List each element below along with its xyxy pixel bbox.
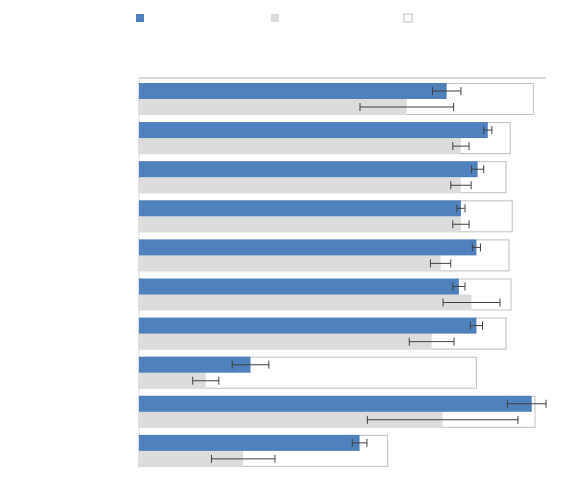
bar-blue-5 xyxy=(139,239,477,256)
bar-gray-5 xyxy=(139,255,441,272)
bar-blue-3 xyxy=(139,161,478,178)
bar-gray-7 xyxy=(139,333,432,350)
bar-blue-8 xyxy=(139,356,251,373)
bar-gray-4 xyxy=(139,216,461,233)
legend-swatch-3 xyxy=(403,13,413,23)
bar-blue-4 xyxy=(139,200,461,217)
bar-blue-9 xyxy=(139,395,532,412)
bar-gray-3 xyxy=(139,177,461,194)
bar-blue-7 xyxy=(139,317,477,334)
legend-swatch-2 xyxy=(271,14,279,22)
bar-gray-10 xyxy=(139,450,244,467)
bar-gray-1 xyxy=(139,99,407,115)
bar-blue-2 xyxy=(139,122,488,139)
legend-swatch-1 xyxy=(136,14,144,22)
bar-gray-9 xyxy=(139,411,443,428)
bar-gray-6 xyxy=(139,294,472,311)
bar-blue-6 xyxy=(139,278,459,295)
bar-gray-8 xyxy=(139,372,206,389)
bar-gray-2 xyxy=(139,138,461,155)
bar-blue-1 xyxy=(139,83,447,99)
bar-blue-10 xyxy=(139,434,360,451)
